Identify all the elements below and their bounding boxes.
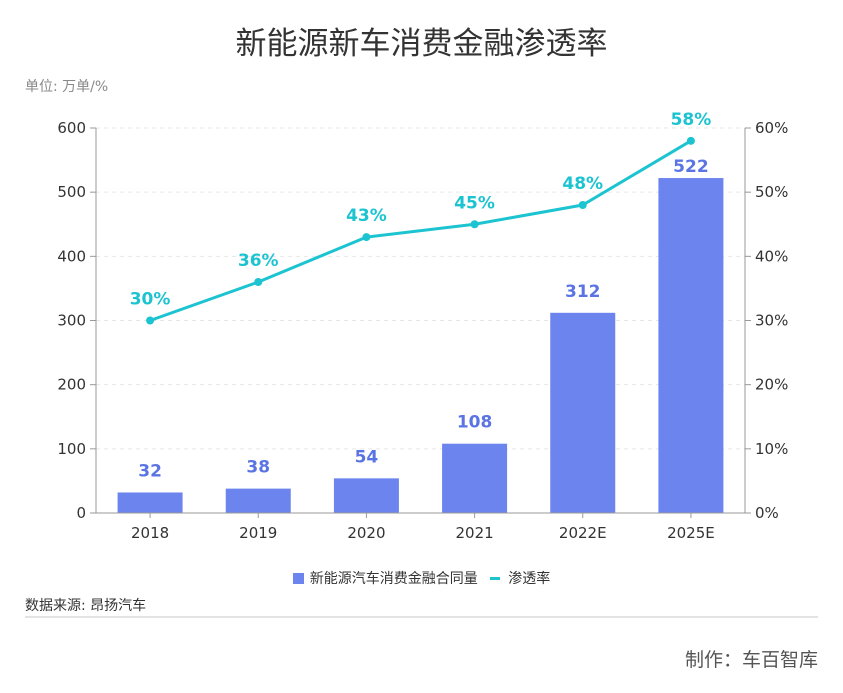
legend-item-bars[interactable]: 新能源汽车消费金融合同量 — [292, 568, 478, 588]
y-left-tick-label: 600 — [57, 119, 86, 137]
x-tick-label: 2022E — [559, 524, 607, 542]
bar-value-label: 54 — [355, 447, 379, 467]
y-left-tick-label: 500 — [57, 183, 86, 201]
bar — [117, 492, 183, 513]
line-point — [254, 278, 263, 286]
bar-value-label: 312 — [565, 282, 601, 302]
y-right-tick-label: 60% — [755, 119, 788, 137]
line-value-label: 58% — [671, 110, 712, 130]
bar — [442, 443, 508, 513]
y-left-tick-label: 100 — [57, 440, 86, 458]
legend-line-label: 渗透率 — [508, 571, 551, 587]
bar-value-label: 522 — [673, 157, 709, 177]
line-value-label: 48% — [562, 174, 603, 194]
bar-value-label: 32 — [138, 461, 162, 481]
credit-text: 制作：车百智库 — [684, 649, 818, 671]
line-value-label: 45% — [454, 193, 495, 213]
legend: 新能源汽车消费金融合同量 渗透率 — [0, 568, 843, 588]
y-right-tick-label: 50% — [755, 183, 788, 201]
line-point — [470, 220, 479, 229]
bar-value-label: 38 — [246, 458, 270, 478]
unit-label: 单位: 万单/% — [25, 79, 109, 95]
line-value-label: 43% — [346, 206, 387, 226]
bar — [658, 178, 724, 514]
line-point — [578, 201, 587, 209]
y-left-tick-label: 400 — [57, 247, 86, 265]
line-value-label: 30% — [130, 290, 171, 310]
legend-bar-swatch — [292, 572, 304, 584]
y-left-tick-label: 0 — [76, 504, 86, 522]
x-tick-label: 2018 — [131, 524, 169, 542]
bar-value-label: 108 — [457, 413, 493, 433]
x-tick-label: 2025E — [667, 524, 715, 542]
bar — [550, 312, 616, 513]
y-right-tick-label: 10% — [755, 440, 788, 458]
penetration-line — [149, 139, 692, 322]
y-right-tick-label: 40% — [755, 247, 788, 265]
x-tick-label: 2019 — [239, 524, 277, 542]
line-value-label: 36% — [238, 251, 279, 271]
line-point — [146, 316, 155, 325]
chart-title: 新能源新车消费金融渗透率 — [235, 26, 608, 62]
y-left-tick-label: 200 — [57, 376, 86, 394]
bar — [225, 488, 291, 513]
footer-divider — [25, 616, 818, 618]
combo-chart: 0 100 200 300 400 500 600 0% 10% 20% 30% 40% 50% 60% 3… — [57, 110, 788, 542]
line-point — [686, 136, 695, 145]
bar — [333, 478, 399, 513]
legend-item-line[interactable]: 渗透率 — [490, 568, 550, 588]
y-right-tick-label: 20% — [755, 376, 788, 394]
legend-line-swatch — [490, 576, 501, 580]
y-left-tick-label: 300 — [57, 312, 86, 330]
y-right-tick-label: 30% — [755, 312, 788, 330]
legend-bar-label: 新能源汽车消费金融合同量 — [309, 571, 478, 587]
y-right-tick-label: 0% — [755, 504, 779, 522]
source-note: 数据来源: 昂扬汽车 — [25, 598, 147, 614]
x-tick-label: 2021 — [455, 524, 493, 542]
line-point — [362, 233, 371, 242]
x-tick-label: 2020 — [347, 524, 385, 542]
